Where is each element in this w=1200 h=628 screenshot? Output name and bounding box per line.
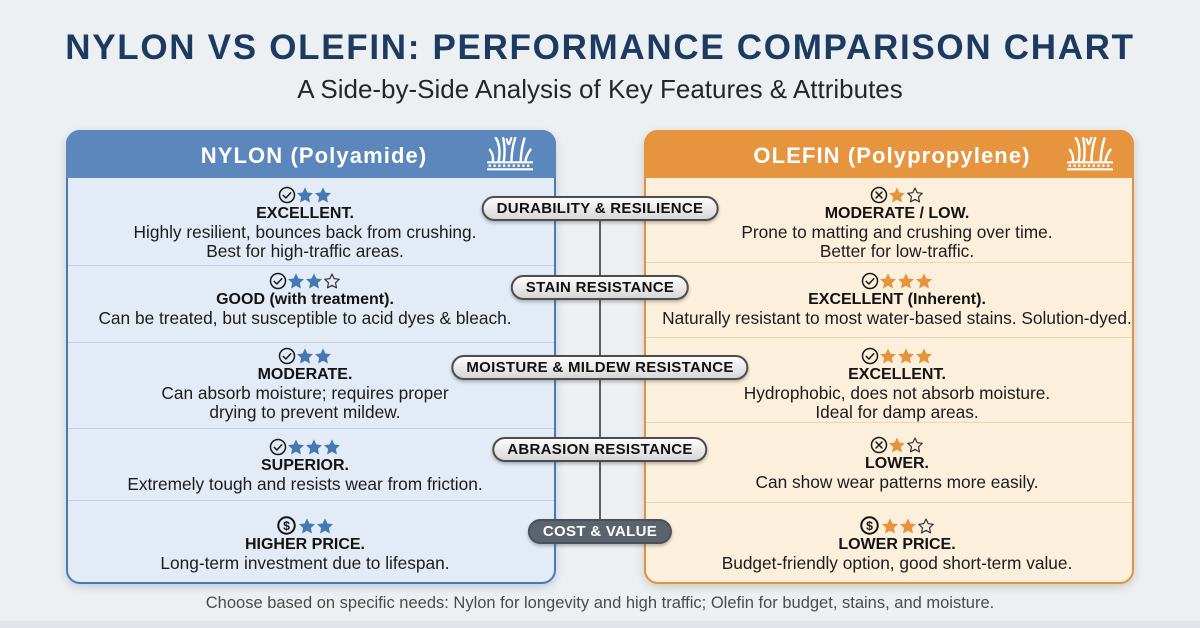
svg-text:$: $ <box>283 519 290 533</box>
svg-text:$: $ <box>866 519 873 533</box>
